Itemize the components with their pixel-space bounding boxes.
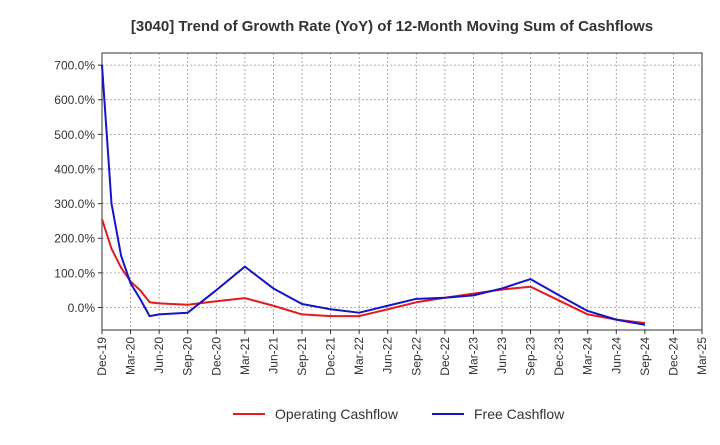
x-tick-label: Mar-22: [352, 337, 366, 375]
series-line-operating-cashflow: [101, 218, 645, 325]
x-tick-label: Mar-25: [695, 337, 709, 375]
x-tick-label: Dec-20: [209, 337, 223, 376]
series-lines: [101, 65, 646, 326]
axes: Dec-19 Mar-20 Jun-20 Sep-20 Dec-20 Mar-21 Jun-…: [54, 52, 709, 376]
x-tick-label: Dec-22: [438, 337, 452, 376]
y-tick-label: 0.0%: [68, 301, 96, 315]
x-tick-label: Dec-21: [324, 337, 338, 376]
chart-title: [3040] Trend of Growth Rate (YoY) of 12-…: [131, 18, 653, 35]
x-tick-label: Sep-23: [524, 337, 538, 376]
plot-frame: [101, 52, 703, 331]
x-tick-label: Jun-24: [609, 337, 623, 374]
x-tick-label: Mar-24: [581, 337, 595, 375]
y-tick-label: 300.0%: [54, 197, 95, 211]
x-tick-label: Jun-21: [266, 337, 280, 374]
x-tick-label: Mar-21: [238, 337, 252, 375]
y-tick-label: 500.0%: [54, 128, 95, 142]
y-tick-label: 400.0%: [54, 162, 95, 176]
y-tick-label: 100.0%: [54, 266, 95, 280]
x-tick-label: Mar-20: [124, 337, 138, 375]
x-tick-label: Sep-20: [181, 337, 195, 376]
y-tick-label: 200.0%: [54, 232, 95, 246]
y-tick-label: 700.0%: [54, 59, 95, 73]
x-tick-label: Dec-23: [552, 337, 566, 376]
x-tick-label: Dec-24: [666, 337, 680, 376]
x-tick-label: Sep-24: [638, 337, 652, 376]
grid-lines: [102, 53, 702, 330]
series-line-free-cashflow: [101, 65, 646, 326]
x-tick-label: Sep-21: [295, 337, 309, 376]
y-tick-label: 600.0%: [54, 93, 95, 107]
x-tick-label: Jun-23: [495, 337, 509, 374]
x-tick-label: Sep-22: [409, 337, 423, 376]
x-tick-label: Mar-23: [466, 337, 480, 375]
x-tick-label: Jun-20: [152, 337, 166, 374]
legend-label: Free Cashflow: [474, 406, 565, 422]
x-tick-label: Jun-22: [381, 337, 395, 374]
x-tick-label: Dec-19: [95, 337, 109, 376]
legend-label: Operating Cashflow: [275, 406, 399, 422]
legend: Operating Cashflow Free Cashflow: [233, 406, 565, 422]
